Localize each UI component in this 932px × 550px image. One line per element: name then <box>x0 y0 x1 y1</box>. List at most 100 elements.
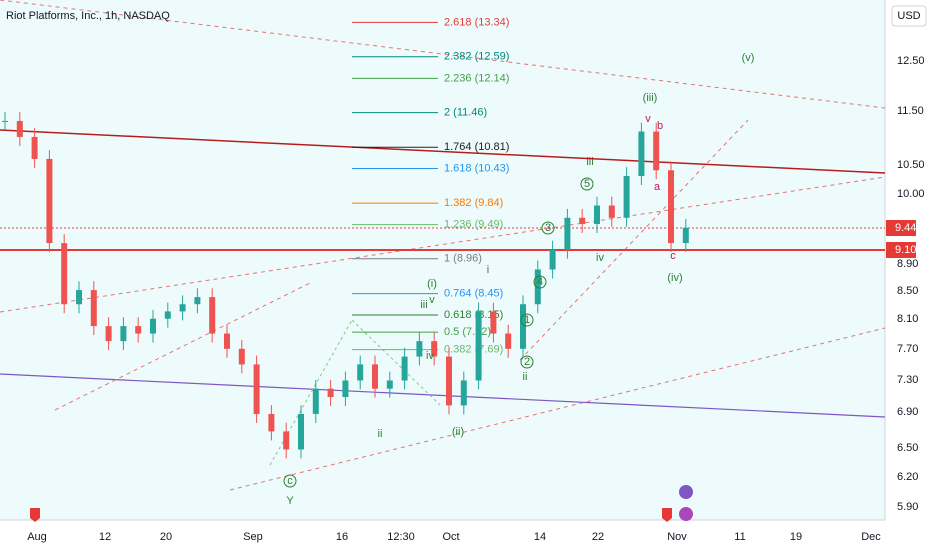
candle <box>2 120 8 122</box>
wave-circle <box>283 474 297 488</box>
symbol-title: Riot Platforms, Inc., 1h, NASDAQ <box>6 10 170 22</box>
wave-circle <box>520 313 534 327</box>
time-tick: 19 <box>790 531 802 543</box>
wave-label: i <box>487 264 489 276</box>
fib-label: 2.618 (13.34) <box>444 16 509 28</box>
wave-label: c <box>287 475 293 487</box>
wave-label: v <box>645 113 651 125</box>
price-tick: 6.50 <box>897 442 918 454</box>
trendline <box>0 129 886 174</box>
time-tick: 16 <box>336 531 348 543</box>
time-tick: 22 <box>592 531 604 543</box>
price-tick: 12.50 <box>897 55 925 67</box>
price-tag-label: 9.44 <box>895 222 916 234</box>
price-tick: 5.90 <box>897 501 918 513</box>
candle <box>623 175 630 218</box>
time-tick: 12 <box>99 531 111 543</box>
price-tag-label: 9.10 <box>895 244 916 256</box>
fib-label: 1.764 (10.81) <box>444 141 509 153</box>
candle <box>357 364 364 381</box>
wave-label: 5 <box>584 178 590 190</box>
price-tick: 8.10 <box>897 313 918 325</box>
wave-label: (iii) <box>643 92 658 104</box>
fib-label: 2.236 (12.14) <box>444 72 509 84</box>
price-tick: 7.30 <box>897 374 918 386</box>
candle <box>224 333 230 349</box>
currency[interactable]: USD <box>897 10 920 22</box>
currency-button[interactable] <box>891 5 927 27</box>
candle <box>283 431 290 450</box>
wave-label: c <box>670 250 676 262</box>
candle <box>638 131 645 176</box>
price-axis-bg <box>885 0 932 550</box>
time-tick: Nov <box>667 531 687 543</box>
time-tick: 11 <box>734 531 745 543</box>
time-tick: 12:30 <box>387 531 415 543</box>
wave-label: (v) <box>742 52 755 64</box>
candle <box>312 388 319 414</box>
wave-label: 2 <box>524 356 530 368</box>
price-tag <box>886 220 916 236</box>
candle <box>682 227 689 244</box>
candle <box>46 158 53 244</box>
time-tick: 20 <box>160 531 172 543</box>
candle <box>164 311 171 319</box>
candle <box>238 348 245 365</box>
price-tick: 6.20 <box>897 471 918 483</box>
wave-label: (ii) <box>452 426 464 438</box>
candle <box>327 388 334 397</box>
candle <box>416 341 423 357</box>
candle <box>594 205 600 225</box>
wave-label: Y <box>286 495 294 507</box>
fib-label: 1.236 (9.49) <box>444 219 503 231</box>
fib-label: 2.382 (12.59) <box>444 51 509 63</box>
time-tick: Oct <box>442 531 459 543</box>
wave-label: 1 <box>524 314 530 326</box>
candle <box>653 131 660 171</box>
candle <box>505 333 512 349</box>
time-tick: Aug <box>27 531 47 543</box>
trendline <box>269 319 353 466</box>
time-tick: 14 <box>534 531 546 543</box>
candle <box>534 269 541 305</box>
wave-label: v <box>429 294 435 306</box>
candle <box>135 326 142 334</box>
candle <box>386 380 393 389</box>
trendline <box>519 119 749 361</box>
candle <box>372 364 378 389</box>
wave-label: ii <box>378 428 383 440</box>
candle <box>475 311 482 381</box>
wave-label: (iv) <box>667 272 682 284</box>
candle <box>401 356 408 381</box>
candle <box>76 290 82 305</box>
trendline <box>351 319 441 406</box>
wave-label: iii <box>420 299 427 311</box>
candle <box>579 217 586 225</box>
candle <box>564 217 571 250</box>
fib-label: 1.382 (9.84) <box>444 197 503 209</box>
candle <box>150 318 156 334</box>
candle <box>209 297 216 334</box>
wave-label: (i) <box>427 278 437 290</box>
fib-label: 2 (11.46) <box>444 107 487 119</box>
price-tag <box>886 242 916 258</box>
candle <box>668 170 674 244</box>
price-tick: 8.50 <box>897 285 918 297</box>
candle <box>90 290 97 327</box>
candle <box>298 413 304 450</box>
fib-label: 0.382 (7.69) <box>444 343 503 355</box>
candle <box>549 249 556 270</box>
candle <box>342 380 349 397</box>
fib-label: 0.764 (8.45) <box>444 287 503 299</box>
time-tick: Dec <box>861 531 881 543</box>
candle <box>490 311 497 334</box>
trendline <box>229 327 886 491</box>
candle <box>31 136 38 159</box>
candle <box>460 380 467 406</box>
price-tick: 10.00 <box>897 188 925 200</box>
time-tick: Sep <box>243 531 263 543</box>
candle <box>446 356 452 406</box>
wave-circle <box>520 355 534 369</box>
trendline <box>0 176 886 313</box>
